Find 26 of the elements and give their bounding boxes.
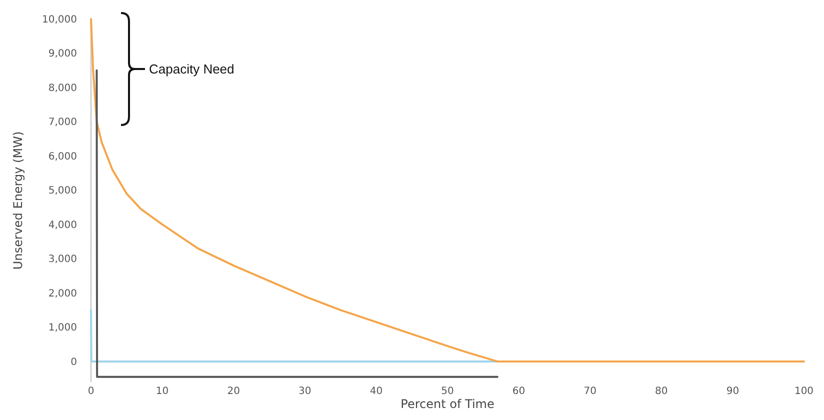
x-tick-label: 50 <box>441 386 454 397</box>
y-tick-label: 8,000 <box>48 82 77 94</box>
x-tick-label: 30 <box>298 386 312 397</box>
annotation: Capacity Need <box>149 62 234 77</box>
y-tick-label: 1,000 <box>48 322 77 334</box>
y-tick-label: 10,000 <box>42 14 77 26</box>
y-tick-label: 4,000 <box>48 220 77 231</box>
x-tick-label: 60 <box>512 386 526 397</box>
y-tick-label: 7,000 <box>48 117 77 128</box>
y-tick-label: 5,000 <box>48 186 77 197</box>
y-tick-label: 9,000 <box>48 48 77 60</box>
y-axis-title: Unserved Energy (MW) <box>11 131 25 270</box>
y-tick-label: 0 <box>70 356 77 368</box>
x-tick-label: 0 <box>88 386 94 397</box>
x-tick-label: 20 <box>227 386 240 397</box>
y-tick-label: 2,000 <box>48 288 77 300</box>
x-axis-title: Percent of Time <box>400 397 494 411</box>
x-tick-label: 100 <box>794 386 814 397</box>
x-tick-label: 90 <box>726 386 740 397</box>
line-series <box>90 18 805 362</box>
x-tick-label: 70 <box>584 386 596 397</box>
y-tick-label: 6,000 <box>48 151 77 162</box>
x-tick-label: 80 <box>655 386 668 397</box>
y-tick-label: 3,000 <box>48 254 77 266</box>
x-tick-label: 40 <box>370 386 383 397</box>
x-tick-label: 10 <box>156 386 169 397</box>
